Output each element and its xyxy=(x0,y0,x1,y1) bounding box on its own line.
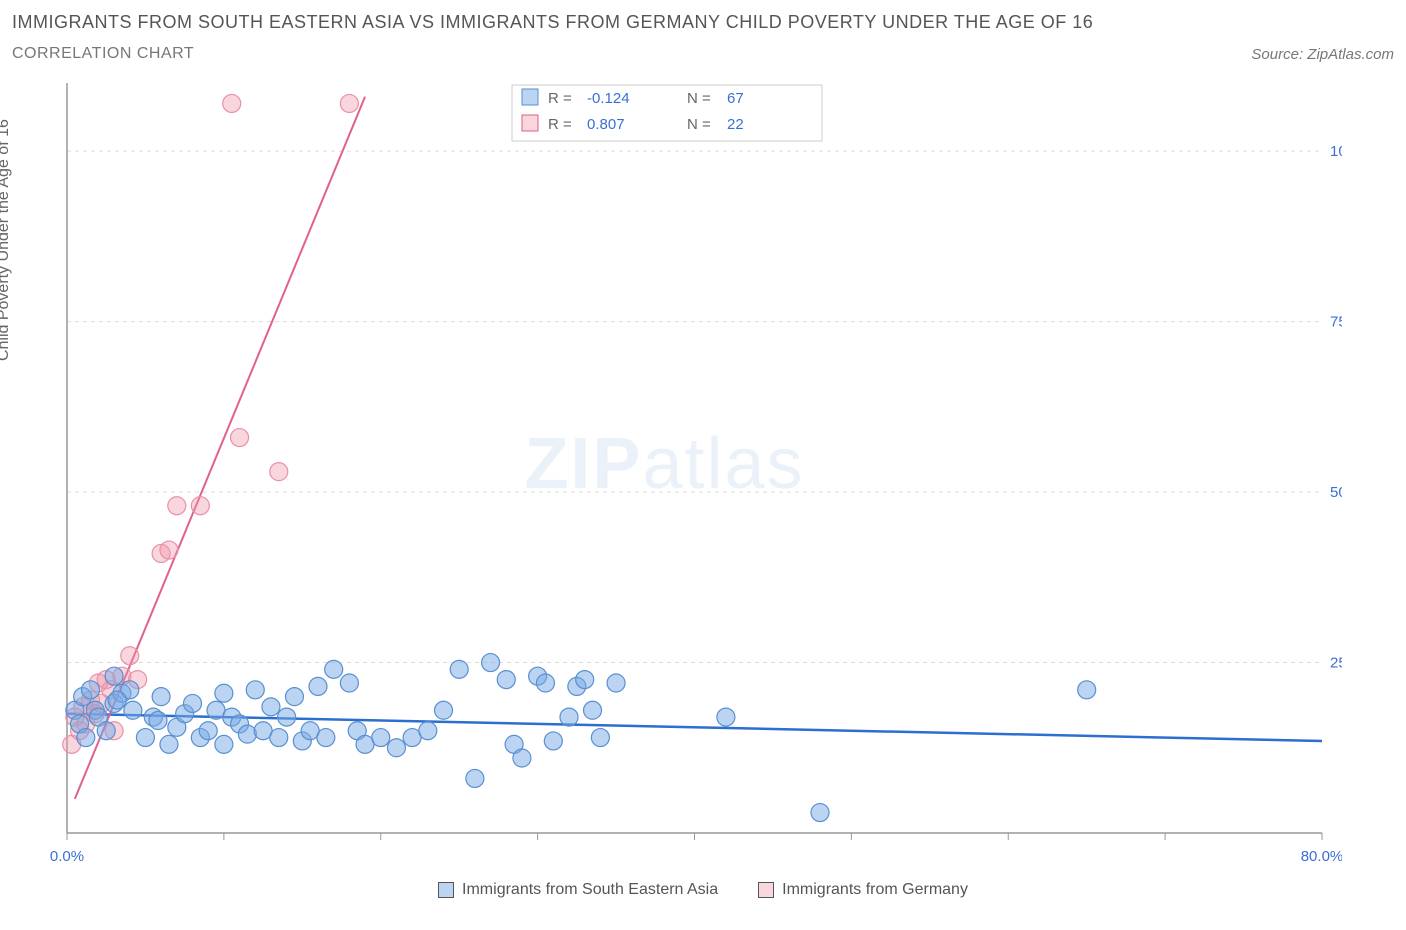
data-point-blue xyxy=(124,701,142,719)
svg-text:100.0%: 100.0% xyxy=(1330,143,1342,160)
data-point-blue xyxy=(82,681,100,699)
data-point-blue xyxy=(387,739,405,757)
data-point-blue xyxy=(325,660,343,678)
data-point-blue xyxy=(309,677,327,695)
data-point-blue xyxy=(136,729,154,747)
data-point-blue xyxy=(215,735,233,753)
svg-text:R =: R = xyxy=(548,116,572,133)
data-point-pink xyxy=(160,541,178,559)
data-point-pink xyxy=(191,497,209,515)
data-point-blue xyxy=(811,804,829,822)
svg-text:N =: N = xyxy=(687,90,711,107)
data-point-blue xyxy=(340,674,358,692)
chart-title: IMMIGRANTS FROM SOUTH EASTERN ASIA VS IM… xyxy=(12,12,1394,33)
data-point-blue xyxy=(270,729,288,747)
data-point-blue xyxy=(238,725,256,743)
svg-text:22: 22 xyxy=(727,116,744,133)
y-axis-label: Child Poverty Under the Age of 16 xyxy=(0,119,13,361)
legend-label-blue: Immigrants from South Eastern Asia xyxy=(462,881,718,899)
data-point-blue xyxy=(560,708,578,726)
data-point-blue xyxy=(278,708,296,726)
svg-text:25.0%: 25.0% xyxy=(1330,655,1342,672)
svg-text:N =: N = xyxy=(687,116,711,133)
legend-swatch-blue xyxy=(438,882,454,898)
data-point-blue xyxy=(97,722,115,740)
data-point-blue xyxy=(419,722,437,740)
svg-text:-0.124: -0.124 xyxy=(587,90,630,107)
legend-swatch-pink xyxy=(758,882,774,898)
subtitle-row: CORRELATION CHART Source: ZipAtlas.com xyxy=(12,45,1394,63)
data-point-blue xyxy=(317,729,335,747)
data-point-pink xyxy=(223,94,241,112)
data-point-blue xyxy=(435,701,453,719)
data-point-blue xyxy=(215,684,233,702)
svg-text:0.0%: 0.0% xyxy=(50,848,84,865)
data-point-blue xyxy=(576,671,594,689)
data-point-blue xyxy=(591,729,609,747)
data-point-blue xyxy=(584,701,602,719)
svg-text:75.0%: 75.0% xyxy=(1330,314,1342,331)
bottom-legend: Immigrants from South Eastern Asia Immig… xyxy=(12,881,1394,899)
data-point-blue xyxy=(152,688,170,706)
data-point-blue xyxy=(199,722,217,740)
data-point-pink xyxy=(121,647,139,665)
data-point-blue xyxy=(544,732,562,750)
source-credit: Source: ZipAtlas.com xyxy=(1251,46,1394,63)
data-point-blue xyxy=(450,660,468,678)
chart-subtitle: CORRELATION CHART xyxy=(12,45,194,63)
data-point-blue xyxy=(497,671,515,689)
svg-text:67: 67 xyxy=(727,90,744,107)
svg-text:ZIPatlas: ZIPatlas xyxy=(524,424,804,504)
data-point-blue xyxy=(717,708,735,726)
data-point-blue xyxy=(372,729,390,747)
data-point-blue xyxy=(105,667,123,685)
data-point-pink xyxy=(168,497,186,515)
data-point-blue xyxy=(262,698,280,716)
data-point-pink xyxy=(231,429,249,447)
data-point-pink xyxy=(270,463,288,481)
svg-text:80.0%: 80.0% xyxy=(1301,848,1342,865)
legend-label-pink: Immigrants from Germany xyxy=(782,881,968,899)
data-point-blue xyxy=(513,749,531,767)
legend-item-blue: Immigrants from South Eastern Asia xyxy=(438,881,718,899)
data-point-blue xyxy=(1078,681,1096,699)
data-point-blue xyxy=(466,769,484,787)
source-value: ZipAtlas.com xyxy=(1307,46,1394,63)
source-label: Source: xyxy=(1251,46,1303,63)
data-point-blue xyxy=(246,681,264,699)
chart-container: Child Poverty Under the Age of 16 ZIPatl… xyxy=(12,73,1394,873)
data-point-blue xyxy=(108,691,126,709)
data-point-blue xyxy=(607,674,625,692)
svg-text:0.807: 0.807 xyxy=(587,116,625,133)
data-point-blue xyxy=(160,735,178,753)
svg-text:R =: R = xyxy=(548,90,572,107)
data-point-blue xyxy=(77,729,95,747)
data-point-pink xyxy=(340,94,358,112)
data-point-blue xyxy=(536,674,554,692)
data-point-blue xyxy=(149,712,167,730)
data-point-blue xyxy=(184,694,202,712)
correlation-scatter-chart: ZIPatlas 0.0% 80.0% 25.0% 50.0% 75.0% 100.0% R … xyxy=(12,73,1342,873)
svg-text:50.0%: 50.0% xyxy=(1330,484,1342,501)
data-point-blue xyxy=(482,654,500,672)
data-point-blue xyxy=(285,688,303,706)
legend-item-pink: Immigrants from Germany xyxy=(758,881,968,899)
